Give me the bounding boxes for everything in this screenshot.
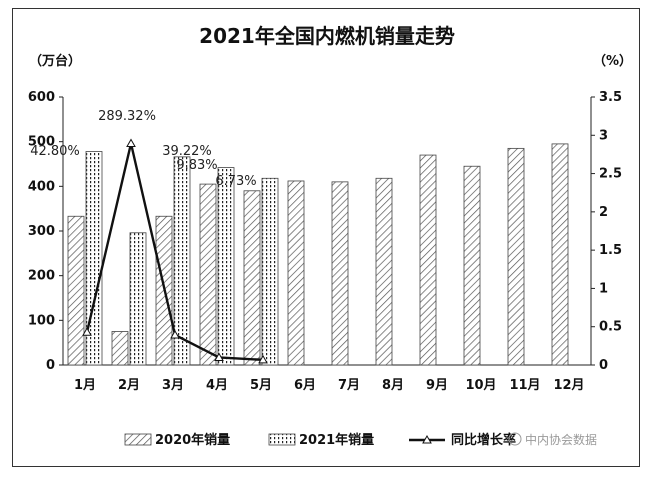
- left-tick-label: 0: [46, 358, 55, 373]
- right-tick-label: 1: [599, 281, 608, 296]
- watermark-icon: [508, 432, 522, 446]
- bar-2021: [129, 232, 147, 366]
- bar-2020: [551, 143, 569, 366]
- right-tick-label: 3.5: [599, 90, 622, 105]
- growth-rate-marker: [82, 327, 92, 336]
- x-tick-label: 8月: [382, 378, 404, 393]
- legend-label-growth: 同比增长率: [451, 432, 516, 448]
- growth-rate-label: 39.22%: [162, 144, 212, 159]
- chart: 2021年全国内燃机销量走势 （万台） （%） 0 100 200 300 400 500…: [28, 24, 632, 448]
- right-axis-unit: （%）: [593, 53, 632, 69]
- right-tick-label: 2: [599, 205, 608, 220]
- left-tick-label: 400: [28, 179, 55, 194]
- bar-2020: [419, 154, 437, 366]
- legend: 2020年销量 2021年销量 同比增长率 中内协会数据: [124, 432, 597, 448]
- growth-rate-marker: [258, 354, 268, 364]
- x-tick-label: 4月: [206, 378, 228, 393]
- right-tick-label: 3: [599, 128, 608, 143]
- x-tick-label: 5月: [250, 378, 272, 393]
- bar-2020: [375, 177, 393, 366]
- growth-rate-marker: [170, 329, 180, 339]
- bar-2020: [111, 331, 129, 366]
- chart-frame: 2021年全国内燃机销量走势 （万台） （%） 0 100 200 300 400 500…: [12, 8, 640, 467]
- growth-rate-label: 42.80%: [30, 144, 80, 159]
- left-tick-label: 300: [28, 224, 55, 239]
- bar-2020: [199, 183, 217, 366]
- x-tick-label: 12月: [553, 378, 584, 393]
- bar-2021: [173, 156, 191, 366]
- chart-title: 2021年全国内燃机销量走势: [199, 24, 455, 48]
- legend-marker-growth: [422, 434, 432, 444]
- bar-2020: [67, 215, 85, 366]
- right-tick-label: 0: [599, 358, 608, 373]
- x-tick-label: 1月: [74, 378, 96, 393]
- growth-rate-label: 289.32%: [98, 109, 156, 124]
- left-tick-label: 500: [28, 135, 55, 150]
- legend-swatch-2020: [124, 433, 152, 446]
- growth-rate-label: 6.73%: [215, 174, 256, 189]
- x-tick-label: 7月: [338, 378, 360, 393]
- plot-area: 0 100 200 300 400 500 600 0 0.5 1 1.5 2 2.5 3 3.5 1月 2月 3…: [28, 90, 622, 393]
- bar-2021: [217, 167, 235, 366]
- left-tick-label: 600: [28, 90, 55, 105]
- x-tick-label: 9月: [426, 378, 448, 393]
- growth-rate-label: 9.83%: [176, 158, 217, 173]
- growth-rate-marker: [214, 352, 224, 361]
- left-axis-unit: （万台）: [29, 53, 81, 69]
- right-tick-label: 2.5: [599, 167, 622, 182]
- legend-label-2021: 2021年销量: [299, 432, 374, 448]
- bar-2020: [507, 147, 525, 366]
- bar-2020: [287, 180, 305, 366]
- bar-2020: [463, 165, 481, 366]
- x-tick-label: 3月: [162, 378, 184, 393]
- bar-2021: [85, 151, 103, 366]
- right-tick-label: 1.5: [599, 243, 622, 258]
- x-tick-label: 6月: [294, 378, 316, 393]
- left-tick-label: 100: [28, 313, 55, 328]
- x-tick-label: 2月: [118, 378, 140, 393]
- growth-rate-marker: [126, 138, 136, 147]
- x-tick-label: 10月: [465, 378, 496, 393]
- watermark-text: 中内协会数据: [525, 432, 597, 447]
- legend-swatch-2021: [268, 433, 296, 446]
- left-tick-label: 200: [28, 269, 55, 284]
- legend-label-2020: 2020年销量: [155, 432, 230, 448]
- bar-2020: [243, 190, 261, 366]
- right-tick-label: 0.5: [599, 320, 622, 335]
- x-tick-label: 11月: [509, 378, 540, 393]
- bar-2020: [331, 181, 349, 366]
- bar-2021: [261, 177, 279, 366]
